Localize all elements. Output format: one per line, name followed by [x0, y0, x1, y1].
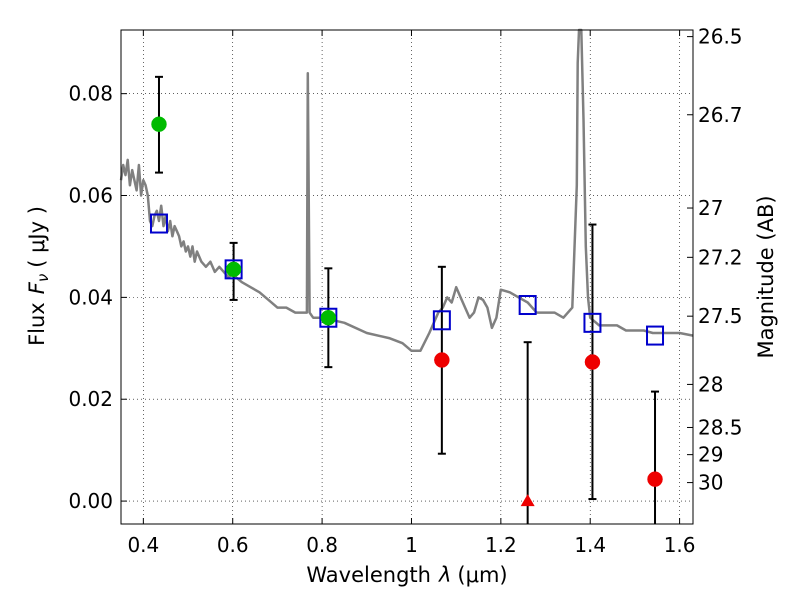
flux-point-marker [647, 471, 663, 487]
x-axis-title: Wavelength λ (μm) [306, 563, 507, 587]
x-axis-unit: (μm) [457, 563, 507, 587]
sed-curve-layer [119, 28, 694, 353]
model-square-marker [518, 295, 537, 316]
model-square-marker [646, 325, 665, 346]
y-tick-label: 0.00 [68, 489, 113, 513]
y2-axis-title: Magnitude (AB) [754, 195, 778, 358]
upper-limit-marker [520, 494, 535, 507]
model-square-marker [583, 312, 602, 333]
model-square-marker [319, 307, 338, 328]
y2-tick-label: 27.5 [698, 304, 743, 328]
model-square-marker [224, 259, 243, 280]
x-tick-label: 0.8 [306, 533, 338, 557]
plot-area [121, 30, 693, 524]
markers [149, 116, 665, 507]
y2-tick-label: 27.2 [698, 245, 743, 269]
x-tick-label: 1.6 [664, 533, 696, 557]
y-tick-label: 0.02 [68, 387, 113, 411]
y-axis-prefix: Flux [25, 302, 49, 346]
sed-curve [119, 28, 694, 353]
x-axis-prefix: Wavelength [306, 563, 431, 587]
y-tick-label: 0.06 [68, 184, 113, 208]
y2-tick-label: 29 [698, 443, 723, 467]
x-tick-label: 0.6 [217, 533, 249, 557]
y2-tick-label: 28.5 [698, 415, 743, 439]
x-tick-label: 0.4 [127, 533, 159, 557]
flux-point-marker [151, 116, 167, 132]
flux-point-marker [320, 309, 337, 326]
y-axis-title: Flux Fν ( μJy ) [25, 206, 52, 346]
error-bars [154, 75, 660, 524]
x-tick-label: 1.2 [485, 533, 517, 557]
y2-tick-label: 26.5 [698, 25, 743, 49]
flux-point-marker [584, 354, 601, 370]
y2-tick-label: 28 [698, 372, 723, 396]
y2-tick-label: 30 [698, 471, 723, 495]
x-axis-symbol: λ [438, 563, 451, 587]
y-axis-subscript: ν [34, 274, 52, 282]
flux-point-marker [434, 352, 450, 368]
y2-tick-label: 26.7 [698, 103, 743, 127]
x-tick-label: 1.4 [574, 533, 606, 557]
grid [121, 30, 693, 524]
flux-point-marker [225, 261, 242, 278]
model-square-marker [149, 213, 168, 234]
y-tick-label: 0.08 [68, 82, 113, 106]
y-tick-label: 0.04 [68, 285, 113, 309]
x-tick-label: 1 [405, 533, 418, 557]
plot-frame [120, 29, 694, 525]
model-square-marker [432, 310, 451, 331]
ticks: 0.4 0.6 0.8 1 1.2 1.4 1.6 0.00 0.02 0.04 0.06 0.08 2… [68, 25, 742, 557]
y2-tick-label: 27 [698, 196, 723, 220]
y-axis-symbol: F [25, 281, 49, 294]
y-axis-unit: ( μJy ) [25, 206, 49, 268]
